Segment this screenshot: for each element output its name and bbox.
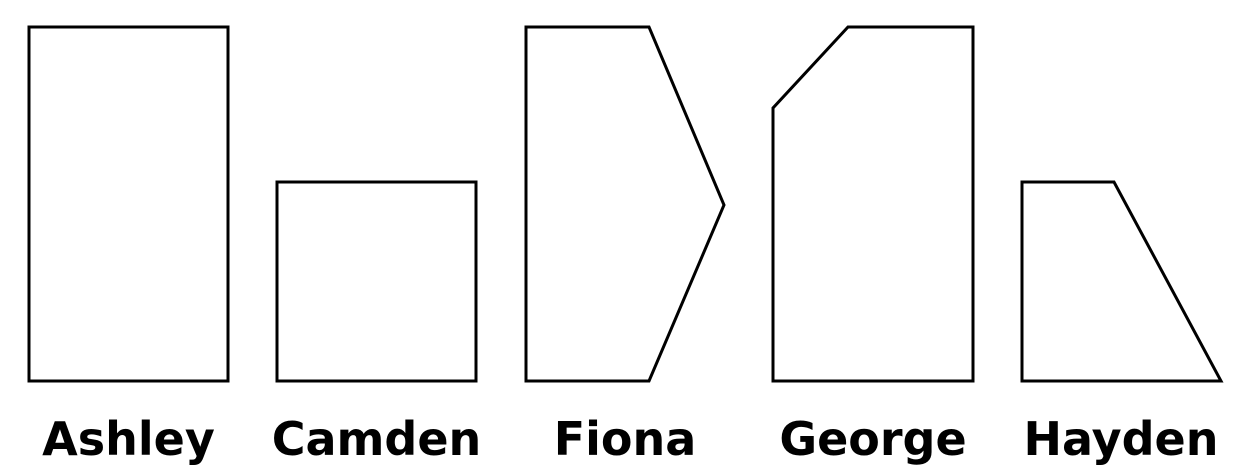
fiona-label: Fiona (554, 412, 697, 466)
camden-label: Camden (272, 412, 482, 466)
figure-george: George (771, 25, 975, 466)
ashley-label: Ashley (42, 412, 215, 466)
figure-fiona: Fiona (524, 25, 726, 466)
figure-ashley: Ashley (27, 25, 230, 466)
hayden-label: Hayden (1024, 412, 1219, 466)
figure-camden: Camden (272, 180, 482, 466)
camden-square-shape (275, 180, 478, 383)
george-pentagon-shape (771, 25, 975, 383)
fiona-pentagon-shape (524, 25, 726, 383)
figure-hayden: Hayden (1020, 180, 1224, 466)
george-label: George (779, 412, 966, 466)
ashley-rectangle-shape (27, 25, 230, 383)
hayden-trapezoid-shape (1020, 180, 1224, 383)
